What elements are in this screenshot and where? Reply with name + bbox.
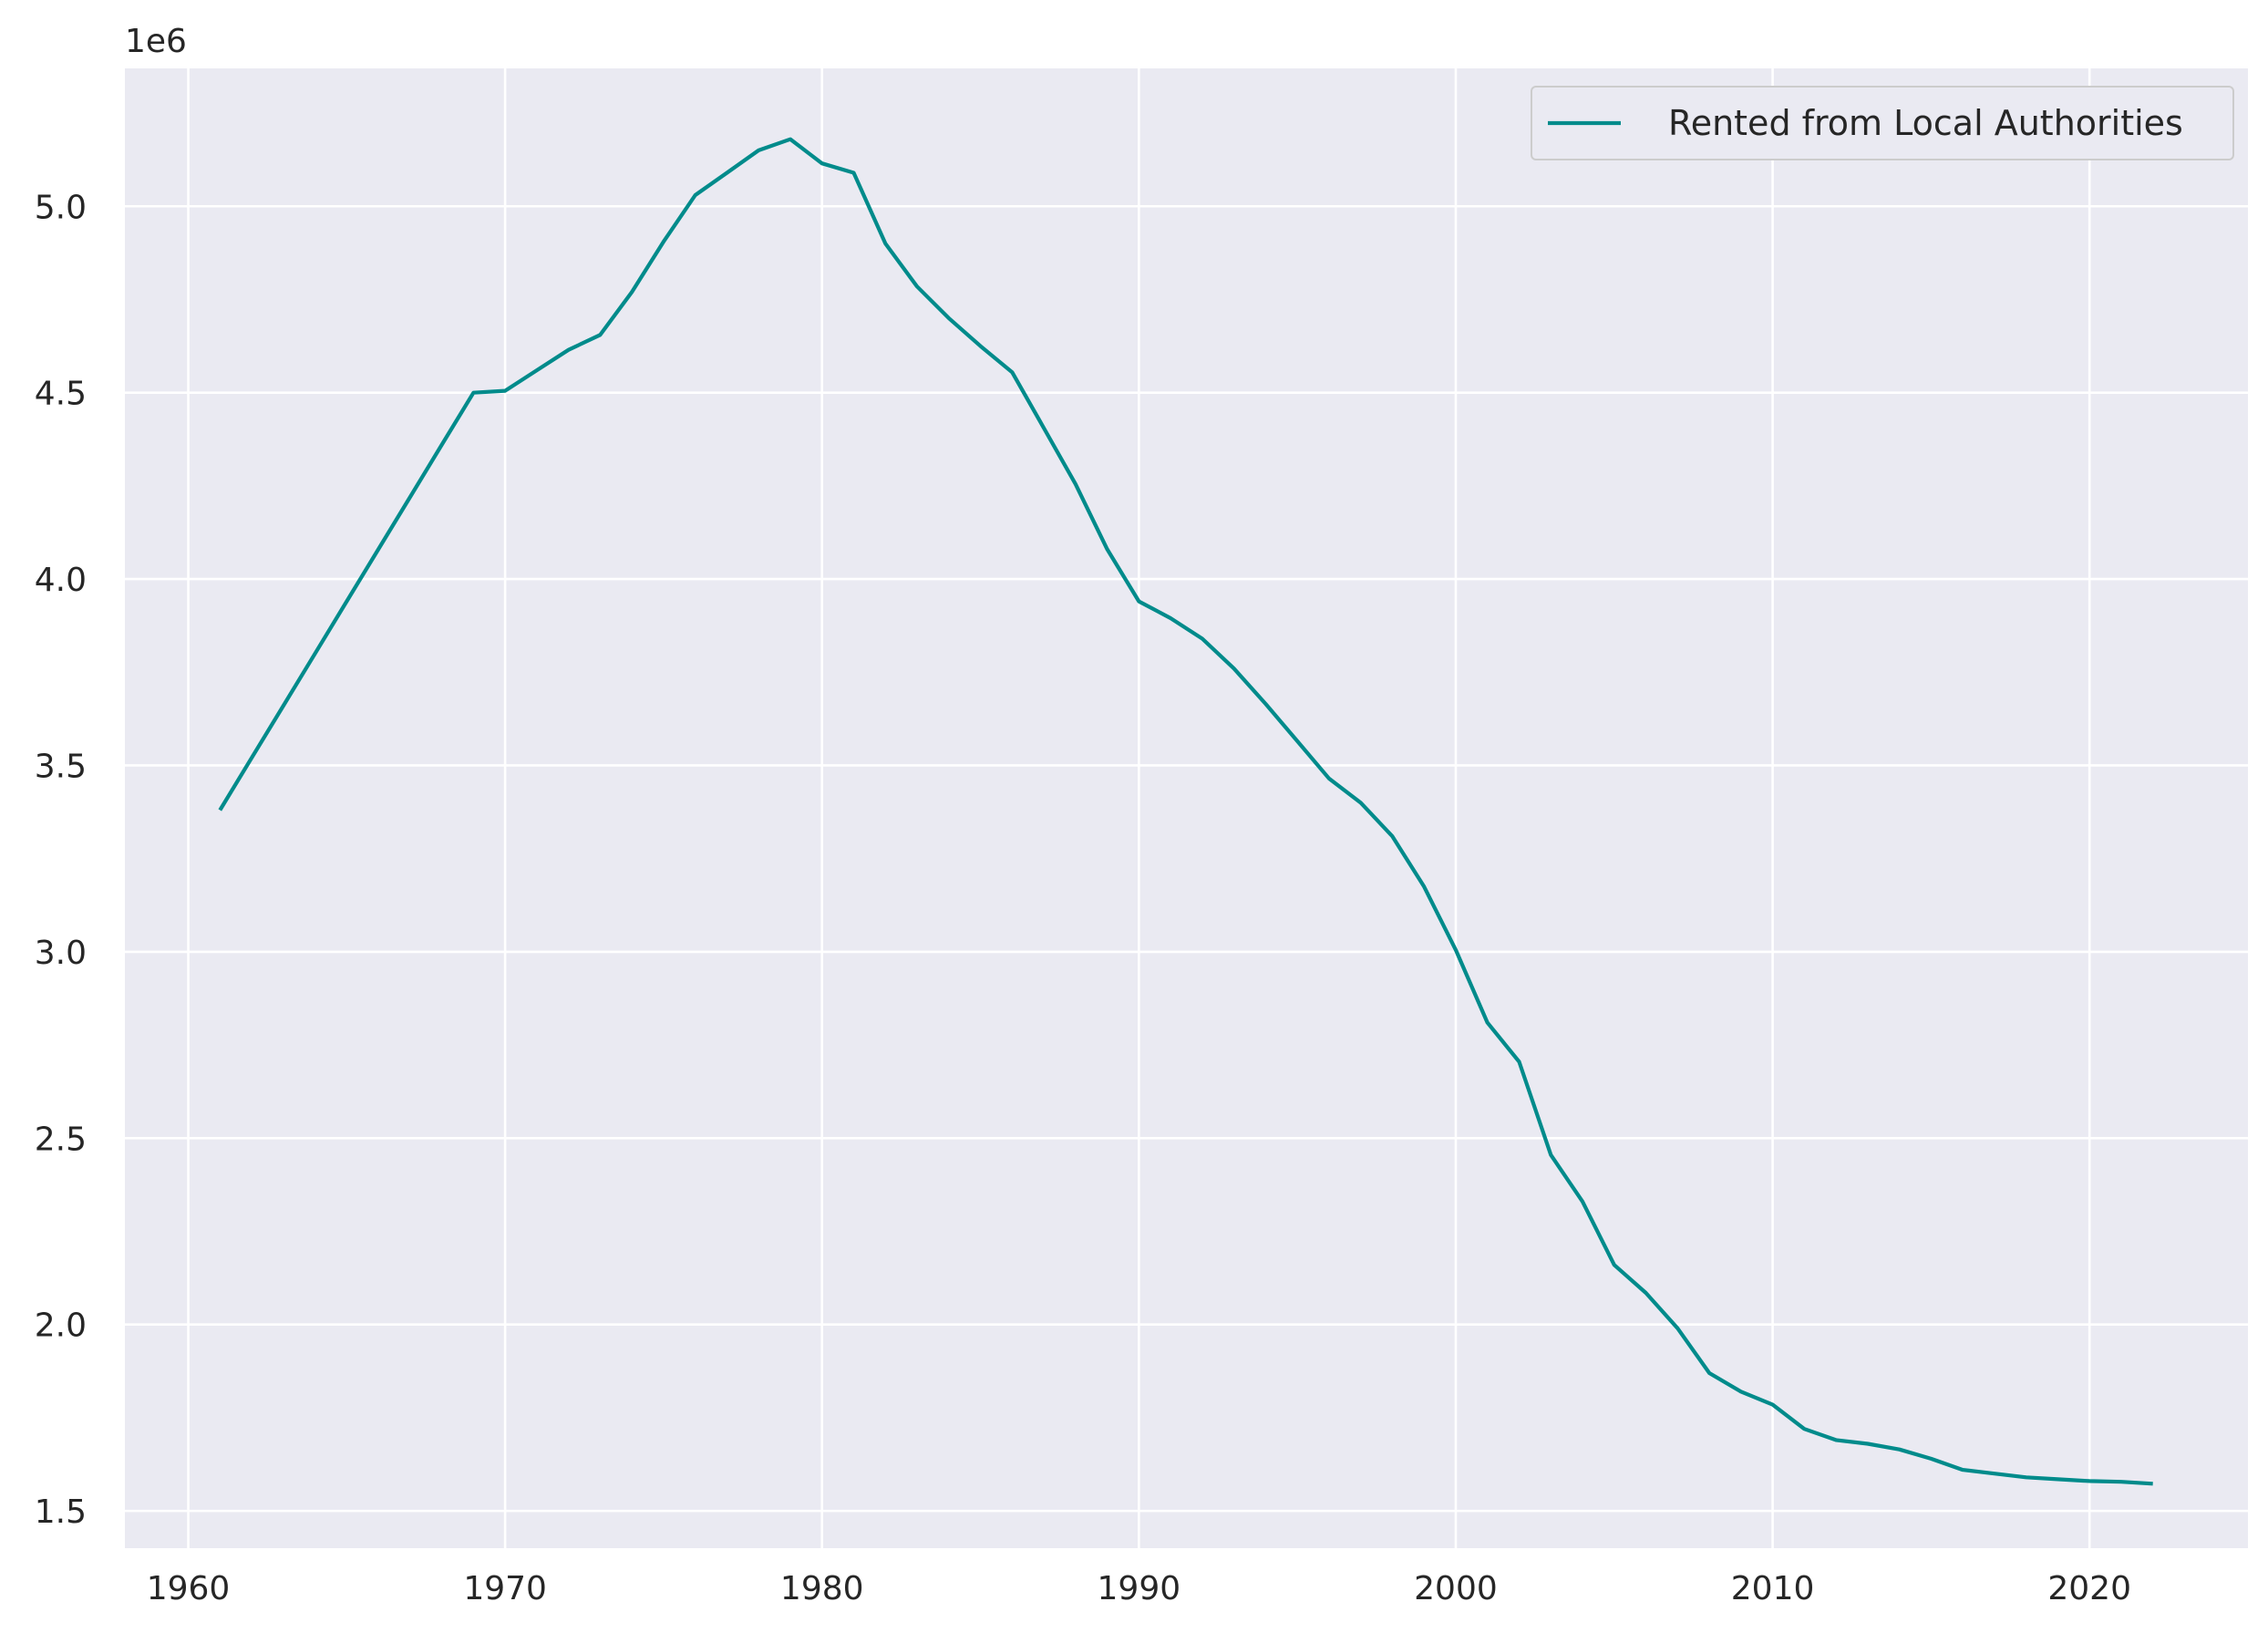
legend: Rented from Local Authorities: [1531, 86, 2234, 160]
plot-area: [125, 68, 2248, 1548]
x-tick-label: 1980: [780, 1570, 864, 1607]
legend-label: Rented from Local Authorities: [1668, 103, 2183, 143]
y-axis-ticks: 1.5 2.0 2.5 3.0 3.5 4.0 4.5 5.0: [35, 189, 87, 1531]
y-tick-label: 4.0: [35, 562, 87, 599]
x-axis-ticks: 1960 1970 1980 1990 2000 2010 2020: [147, 1570, 2131, 1607]
x-tick-label: 2020: [2047, 1570, 2131, 1607]
y-tick-label: 2.0: [35, 1307, 87, 1345]
x-tick-label: 1970: [463, 1570, 547, 1607]
y-tick-label: 5.0: [35, 189, 87, 226]
grid-lines: [125, 68, 2248, 1548]
series-lines: [218, 137, 2153, 1486]
y-axis-offset-label: 1e6: [125, 23, 187, 60]
series-line: [218, 137, 2153, 1486]
y-tick-label: 1.5: [35, 1493, 87, 1531]
legend-box: [1531, 86, 2234, 160]
y-tick-label: 2.5: [35, 1121, 87, 1158]
x-tick-label: 2000: [1414, 1570, 1498, 1607]
x-tick-label: 1960: [147, 1570, 231, 1607]
x-tick-label: 2010: [1731, 1570, 1815, 1607]
y-tick-label: 3.5: [35, 748, 87, 785]
y-tick-label: 3.0: [35, 935, 87, 972]
y-tick-label: 4.5: [35, 376, 87, 413]
x-tick-label: 1990: [1098, 1570, 1181, 1607]
